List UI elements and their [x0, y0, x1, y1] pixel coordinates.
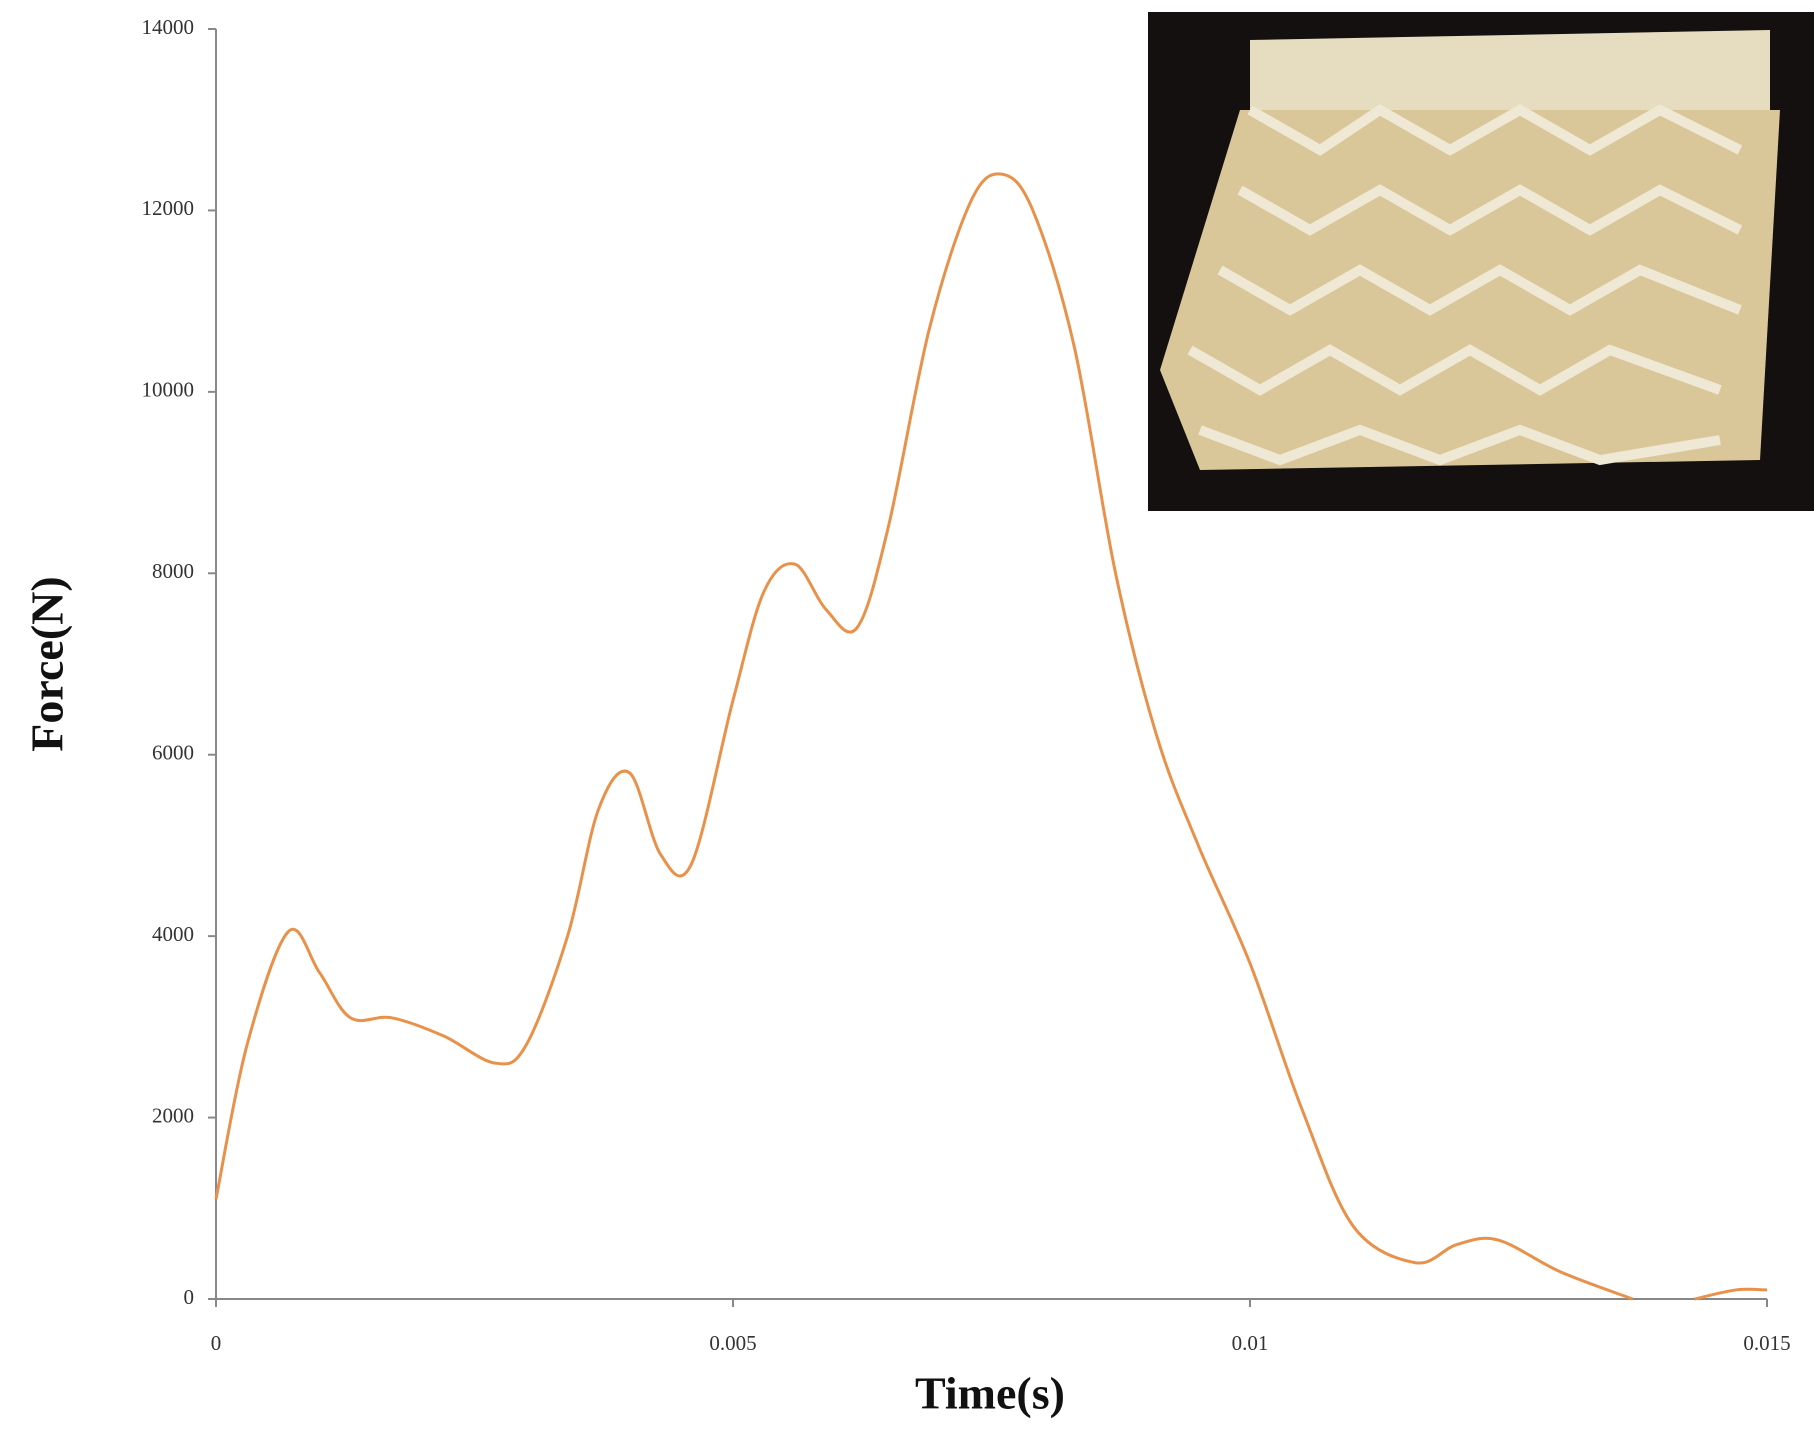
chart: Time(s) Force(N) 0 2000 4000 6000 8000 10000 1… — [0, 0, 1814, 1434]
y-tick-label: 4000 — [152, 922, 194, 946]
y-tick-label: 6000 — [152, 741, 194, 765]
x-tick-label: 0.005 — [709, 1331, 756, 1355]
y-tick-label: 2000 — [152, 1103, 194, 1127]
page: Time(s) Force(N) 0 2000 4000 6000 8000 10000 1… — [0, 0, 1814, 1434]
y-tick-label: 10000 — [142, 378, 195, 402]
inset-photo — [1148, 12, 1814, 511]
x-tick-label: 0.01 — [1232, 1331, 1269, 1355]
force-line — [1695, 1289, 1767, 1299]
y-tick-label: 14000 — [142, 15, 195, 39]
y-axis-title: Force(N) — [22, 576, 73, 751]
y-tick-label: 0 — [184, 1285, 195, 1309]
y-tick-label: 12000 — [142, 196, 195, 220]
x-tick-label: 0 — [211, 1331, 222, 1355]
x-axis-title: Time(s) — [915, 1368, 1065, 1419]
x-tick-label: 0.015 — [1743, 1331, 1790, 1355]
photo-plate — [1250, 30, 1770, 110]
y-tick-label: 8000 — [152, 559, 194, 583]
